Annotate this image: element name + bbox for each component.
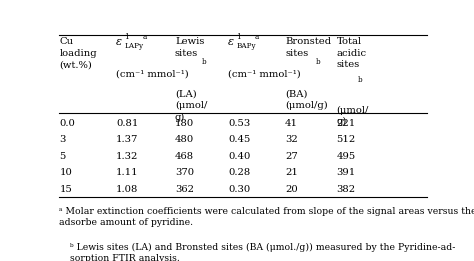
Text: b: b: [357, 75, 362, 84]
Text: b: b: [315, 58, 320, 67]
Text: 15: 15: [59, 185, 72, 194]
Text: BAPy: BAPy: [237, 42, 256, 50]
Text: 391: 391: [337, 168, 356, 177]
Text: LAPy: LAPy: [124, 42, 144, 50]
Text: Total
acidic
sites: Total acidic sites: [337, 37, 367, 69]
Text: 10: 10: [59, 168, 72, 177]
Text: a: a: [255, 33, 259, 41]
Text: (LA)
(μmol/
g): (LA) (μmol/ g): [175, 90, 207, 122]
Text: 27: 27: [285, 152, 298, 161]
Text: 362: 362: [175, 185, 194, 194]
Text: Lewis
sites: Lewis sites: [175, 37, 204, 58]
Text: b: b: [201, 58, 206, 67]
Text: 1.37: 1.37: [116, 135, 138, 144]
Text: 468: 468: [175, 152, 194, 161]
Text: ᵃ Molar extinction coefficients were calculated from slope of the signal areas v: ᵃ Molar extinction coefficients were cal…: [59, 207, 474, 227]
Text: 0.40: 0.40: [228, 152, 251, 161]
Text: 0.30: 0.30: [228, 185, 250, 194]
Text: 0.0: 0.0: [59, 119, 75, 128]
Text: 0.45: 0.45: [228, 135, 251, 144]
Text: 1: 1: [237, 33, 241, 41]
Text: (μmol/
g): (μmol/ g): [337, 106, 369, 126]
Text: 1: 1: [124, 33, 129, 41]
Text: 32: 32: [285, 135, 298, 144]
Text: a: a: [143, 33, 147, 41]
Text: ε: ε: [116, 37, 122, 47]
Text: 20: 20: [285, 185, 298, 194]
Text: 370: 370: [175, 168, 194, 177]
Text: 0.81: 0.81: [116, 119, 138, 128]
Text: 0.28: 0.28: [228, 168, 250, 177]
Text: 0.53: 0.53: [228, 119, 250, 128]
Text: (cm⁻¹ mmol⁻¹): (cm⁻¹ mmol⁻¹): [116, 69, 189, 79]
Text: (BA)
(μmol/g): (BA) (μmol/g): [285, 90, 328, 110]
Text: Bronsted
sites: Bronsted sites: [285, 37, 331, 58]
Text: 480: 480: [175, 135, 194, 144]
Text: 41: 41: [285, 119, 298, 128]
Text: 221: 221: [337, 119, 356, 128]
Text: ᵇ Lewis sites (LA) and Bronsted sites (BA (μmol./g)) measured by the Pyridine-ad: ᵇ Lewis sites (LA) and Bronsted sites (B…: [70, 243, 456, 261]
Text: 3: 3: [59, 135, 65, 144]
Text: 512: 512: [337, 135, 356, 144]
Text: 495: 495: [337, 152, 356, 161]
Text: (cm⁻¹ mmol⁻¹): (cm⁻¹ mmol⁻¹): [228, 69, 301, 79]
Text: 1.32: 1.32: [116, 152, 138, 161]
Text: 180: 180: [175, 119, 194, 128]
Text: ε: ε: [228, 37, 234, 47]
Text: 1.08: 1.08: [116, 185, 138, 194]
Text: 21: 21: [285, 168, 298, 177]
Text: 382: 382: [337, 185, 356, 194]
Text: Cu
loading
(wt.%): Cu loading (wt.%): [59, 37, 97, 69]
Text: 1.11: 1.11: [116, 168, 139, 177]
Text: 5: 5: [59, 152, 65, 161]
